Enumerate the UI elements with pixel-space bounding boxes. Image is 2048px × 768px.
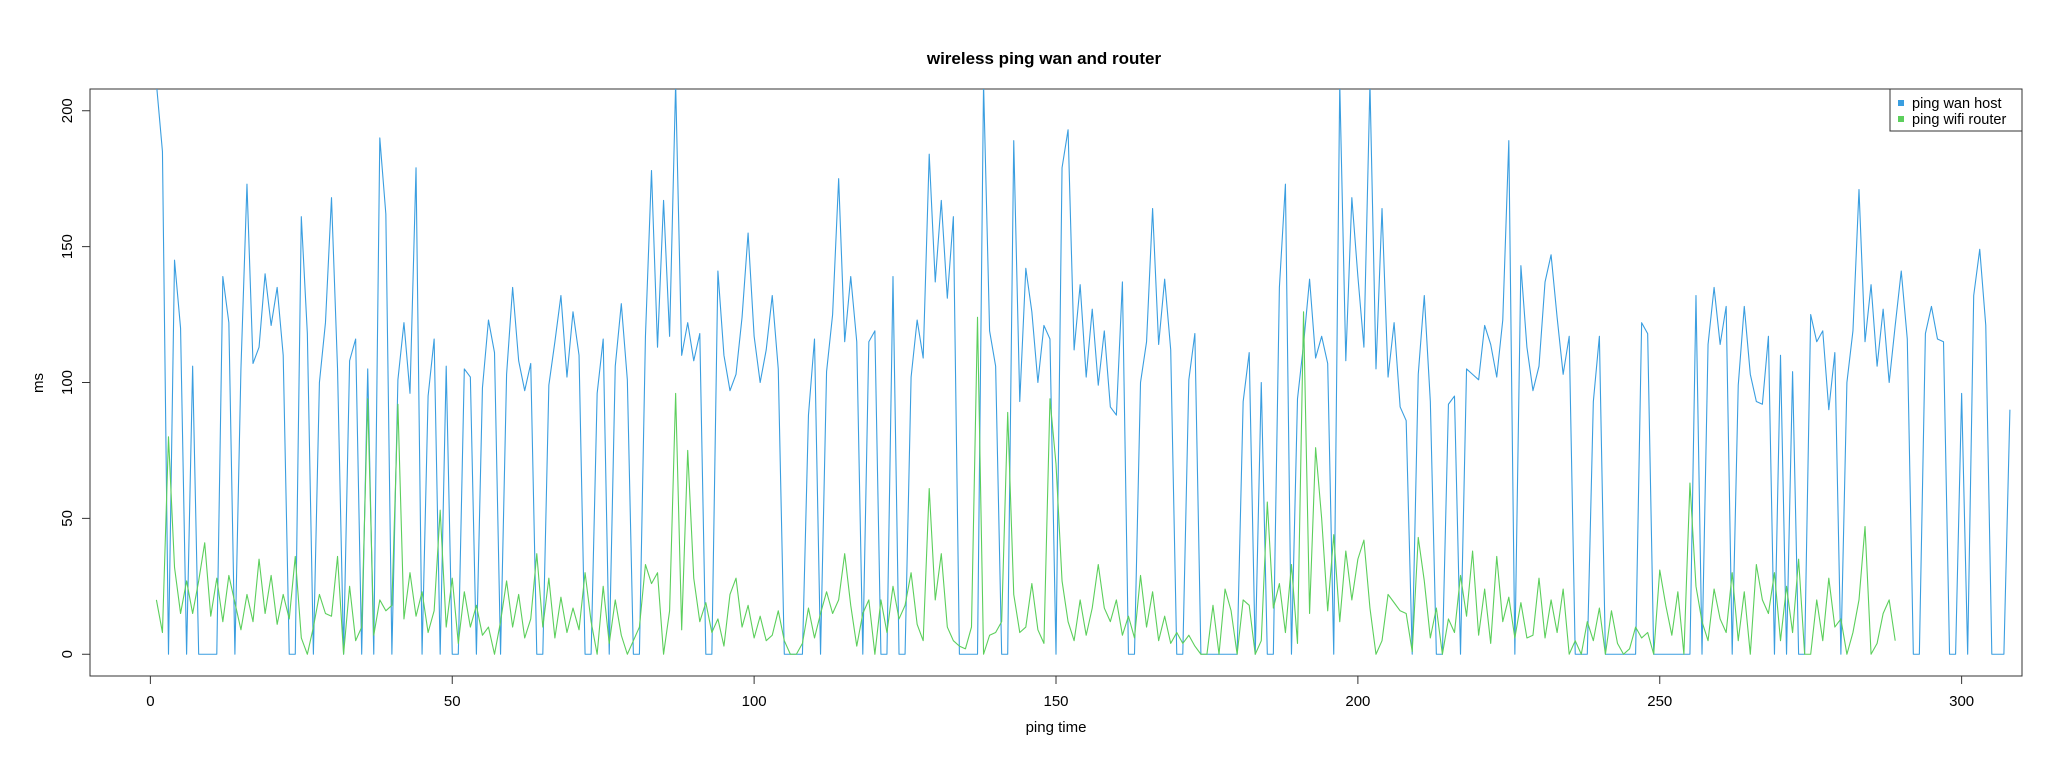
x-tick-label: 50	[444, 693, 461, 710]
legend-swatch-router	[1898, 116, 1904, 122]
x-tick-label: 300	[1949, 693, 1974, 710]
x-tick-label: 150	[1043, 693, 1068, 710]
series-layer	[155, 89, 2011, 655]
y-tick-label: 0	[59, 650, 76, 658]
legend: ping wan host ping wifi router	[1889, 88, 2023, 132]
y-tick-label: 150	[59, 234, 76, 259]
x-axis-label: ping time	[1026, 719, 1087, 736]
x-tick-label: 100	[742, 693, 767, 710]
y-axis-label: ms	[30, 373, 47, 393]
y-tick-label: 200	[59, 98, 76, 123]
series-line-wan	[156, 89, 2011, 655]
legend-label-wan: ping wan host	[1912, 96, 2001, 112]
x-axis: 0 50 100 150 200 250 300	[146, 675, 1974, 710]
legend-swatch-wan	[1898, 100, 1904, 106]
x-tick-label: 0	[146, 693, 154, 710]
legend-box	[1889, 88, 2023, 132]
y-tick-label: 100	[59, 370, 76, 395]
series-line-router	[155, 311, 1896, 655]
y-tick-label: 50	[59, 510, 76, 527]
x-tick-label: 200	[1345, 693, 1370, 710]
chart-title: wireless ping wan and router	[926, 49, 1162, 68]
legend-label-router: ping wifi router	[1912, 112, 2006, 128]
y-axis: 0 50 100 150 200	[59, 98, 91, 658]
x-tick-label: 250	[1647, 693, 1672, 710]
